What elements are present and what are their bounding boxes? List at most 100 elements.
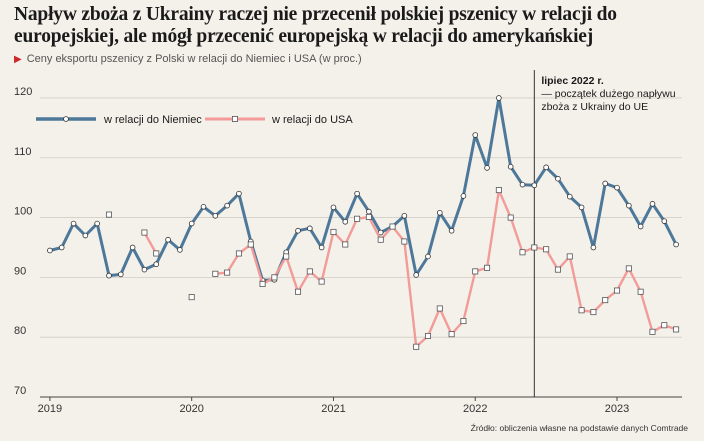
data-point [354, 215, 361, 222]
annotation-text: — początek dużego napływu [541, 88, 675, 100]
data-point [425, 253, 431, 260]
data-point [661, 322, 668, 329]
data-point [271, 274, 278, 281]
data-point [318, 244, 325, 251]
y-tick-label: 70 [14, 385, 26, 397]
data-point [283, 253, 290, 260]
data-point [519, 181, 526, 188]
data-point [649, 201, 656, 207]
data-point [649, 328, 656, 335]
data-point [117, 271, 124, 278]
data-point [342, 241, 349, 248]
data-point [448, 331, 455, 338]
data-point [236, 190, 242, 197]
data-point [105, 211, 112, 218]
x-tick-label: 2023 [605, 403, 629, 415]
data-point [626, 202, 632, 209]
data-point [673, 326, 680, 333]
data-point [436, 305, 443, 312]
legend-marker [63, 116, 69, 122]
data-point [259, 280, 266, 287]
x-tick-label: 2020 [179, 403, 203, 415]
data-point [531, 244, 538, 251]
x-tick-label: 2021 [321, 403, 345, 415]
data-point [354, 190, 360, 197]
data-point [70, 220, 77, 227]
data-point [366, 208, 372, 215]
data-point [496, 95, 502, 101]
data-point [543, 164, 549, 171]
data-point [365, 213, 372, 220]
data-point [578, 307, 585, 314]
data-point [342, 218, 349, 225]
data-point [519, 249, 526, 256]
data-point [141, 266, 148, 273]
data-point [625, 265, 632, 272]
y-tick-label: 100 [14, 206, 32, 218]
y-tick-label: 80 [14, 325, 26, 337]
data-point [212, 212, 219, 219]
legend-label: w relacji do USA [271, 114, 353, 126]
data-point [318, 278, 325, 285]
data-point [566, 253, 573, 260]
data-point [200, 204, 207, 210]
data-point [614, 184, 620, 191]
data-point [590, 244, 597, 251]
data-point [602, 180, 609, 187]
x-tick-label: 2019 [38, 403, 62, 415]
data-point [177, 247, 183, 253]
data-point [448, 227, 455, 234]
data-point [673, 241, 679, 248]
data-point [377, 236, 384, 243]
data-point [224, 269, 231, 276]
data-point [47, 247, 53, 254]
data-point [413, 343, 420, 350]
data-point [94, 220, 100, 227]
data-point [637, 223, 644, 230]
data-point [235, 250, 242, 257]
data-point [247, 241, 254, 248]
data-point [436, 209, 443, 216]
data-point [566, 193, 573, 200]
chart-subtitle: ▶ Ceny eksportu pszenicy z Polski w relac… [14, 53, 362, 65]
data-point [153, 250, 160, 257]
data-point [212, 270, 219, 277]
data-point [401, 238, 408, 245]
legend-label: w relacji do Niemiec [103, 114, 202, 126]
chart-title: Napływ zboża z Ukrainy raczej nie przece… [14, 4, 617, 47]
subtitle-text: Ceny eksportu pszenicy z Polski w relacj… [26, 53, 362, 65]
data-point [637, 288, 644, 295]
data-point [129, 244, 136, 251]
data-point [413, 272, 419, 278]
legend-marker [231, 116, 238, 123]
data-point [602, 297, 609, 304]
data-point [82, 232, 89, 239]
data-point [460, 318, 467, 325]
data-point [484, 165, 490, 171]
data-point [188, 220, 195, 227]
data-point [389, 223, 396, 230]
data-point [424, 332, 431, 339]
data-point [188, 294, 195, 301]
y-tick-label: 120 [14, 86, 32, 98]
data-point [543, 246, 550, 253]
data-point [330, 204, 337, 211]
data-point [306, 268, 313, 275]
data-point [460, 193, 467, 199]
annotation-text: lipiec 2022 r. [541, 75, 604, 87]
data-point [531, 182, 538, 189]
data-point [472, 132, 479, 138]
x-tick-label: 2022 [463, 403, 487, 415]
data-point [507, 214, 514, 221]
data-point [106, 272, 112, 279]
source-note: Źródło: obliczenia własne na podstawie d… [470, 423, 688, 433]
data-point [58, 244, 65, 251]
data-point [507, 163, 514, 170]
data-point [590, 309, 597, 316]
data-point [295, 227, 301, 234]
data-point [401, 212, 408, 219]
data-point [614, 287, 621, 294]
triangle-icon: ▶ [14, 54, 22, 65]
y-tick-label: 90 [14, 265, 26, 277]
